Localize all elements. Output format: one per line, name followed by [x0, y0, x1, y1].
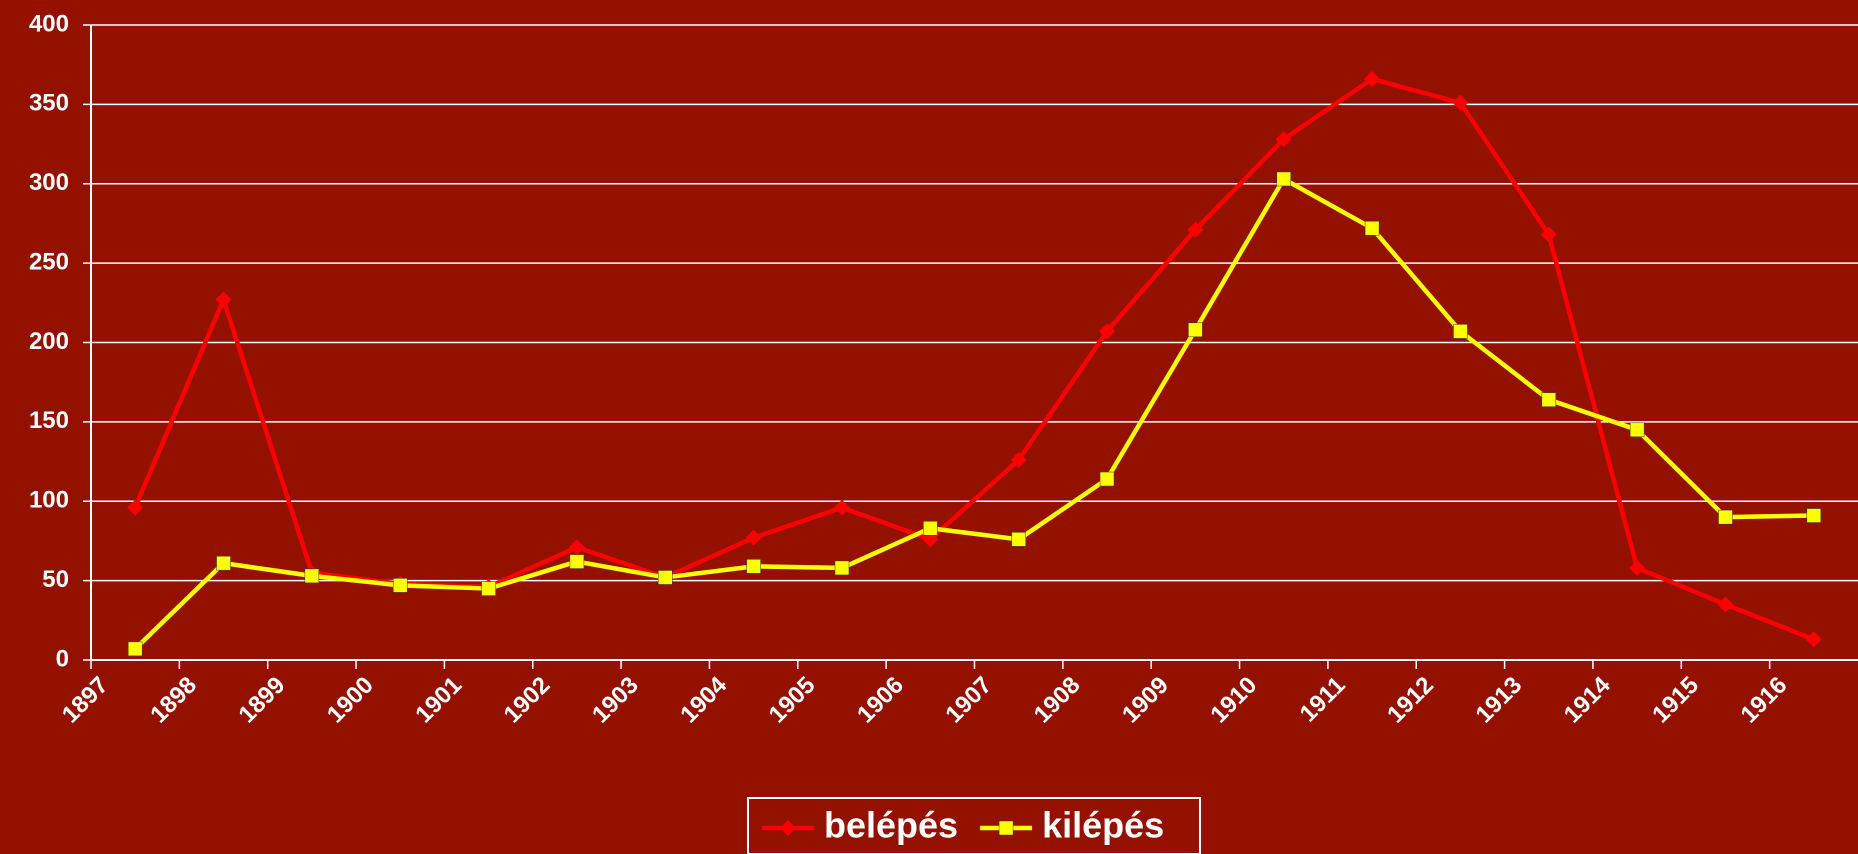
marker — [923, 520, 938, 536]
marker — [1187, 221, 1204, 238]
marker — [1364, 70, 1381, 87]
line — [133, 176, 1814, 651]
marker — [216, 555, 231, 571]
marker — [1010, 451, 1027, 468]
y-tick-label: 350 — [29, 90, 69, 117]
y-tick-label: 300 — [29, 169, 69, 196]
y-tick-label: 50 — [42, 566, 69, 593]
marker — [1453, 324, 1468, 339]
marker — [1805, 631, 1822, 648]
marker — [1541, 392, 1557, 407]
marker — [127, 641, 143, 657]
marker — [1011, 532, 1026, 547]
marker — [1099, 471, 1115, 487]
marker — [833, 499, 850, 516]
marker — [1275, 131, 1292, 148]
marker — [1276, 171, 1291, 187]
y-tick-label: 400 — [29, 10, 69, 37]
legend-box — [747, 797, 1201, 854]
marker — [1629, 422, 1645, 438]
marker — [834, 560, 850, 576]
marker — [1540, 226, 1557, 243]
marker — [481, 581, 496, 596]
y-tick-label: 150 — [29, 407, 69, 434]
marker — [998, 820, 1014, 836]
marker — [1718, 509, 1733, 525]
y-tick-label: 100 — [29, 487, 69, 514]
marker — [392, 578, 408, 593]
marker — [568, 539, 585, 556]
y-tick-label: 0 — [56, 645, 69, 672]
marker — [1452, 94, 1469, 111]
marker — [1806, 508, 1822, 523]
marker — [569, 554, 585, 569]
marker — [215, 291, 232, 308]
legend-label: belépés — [824, 805, 958, 846]
marker — [745, 529, 762, 546]
marker — [780, 820, 796, 836]
marker — [304, 568, 320, 584]
legend-label: kilépés — [1042, 805, 1164, 846]
y-tick-label: 250 — [29, 248, 69, 275]
marker — [1099, 323, 1116, 340]
marker — [127, 499, 144, 516]
marker — [1188, 322, 1203, 338]
marker — [1364, 220, 1380, 236]
marker — [1717, 596, 1734, 613]
y-tick-label: 200 — [29, 328, 69, 355]
marker — [746, 559, 761, 574]
marker — [658, 570, 673, 585]
marker — [1629, 559, 1646, 576]
